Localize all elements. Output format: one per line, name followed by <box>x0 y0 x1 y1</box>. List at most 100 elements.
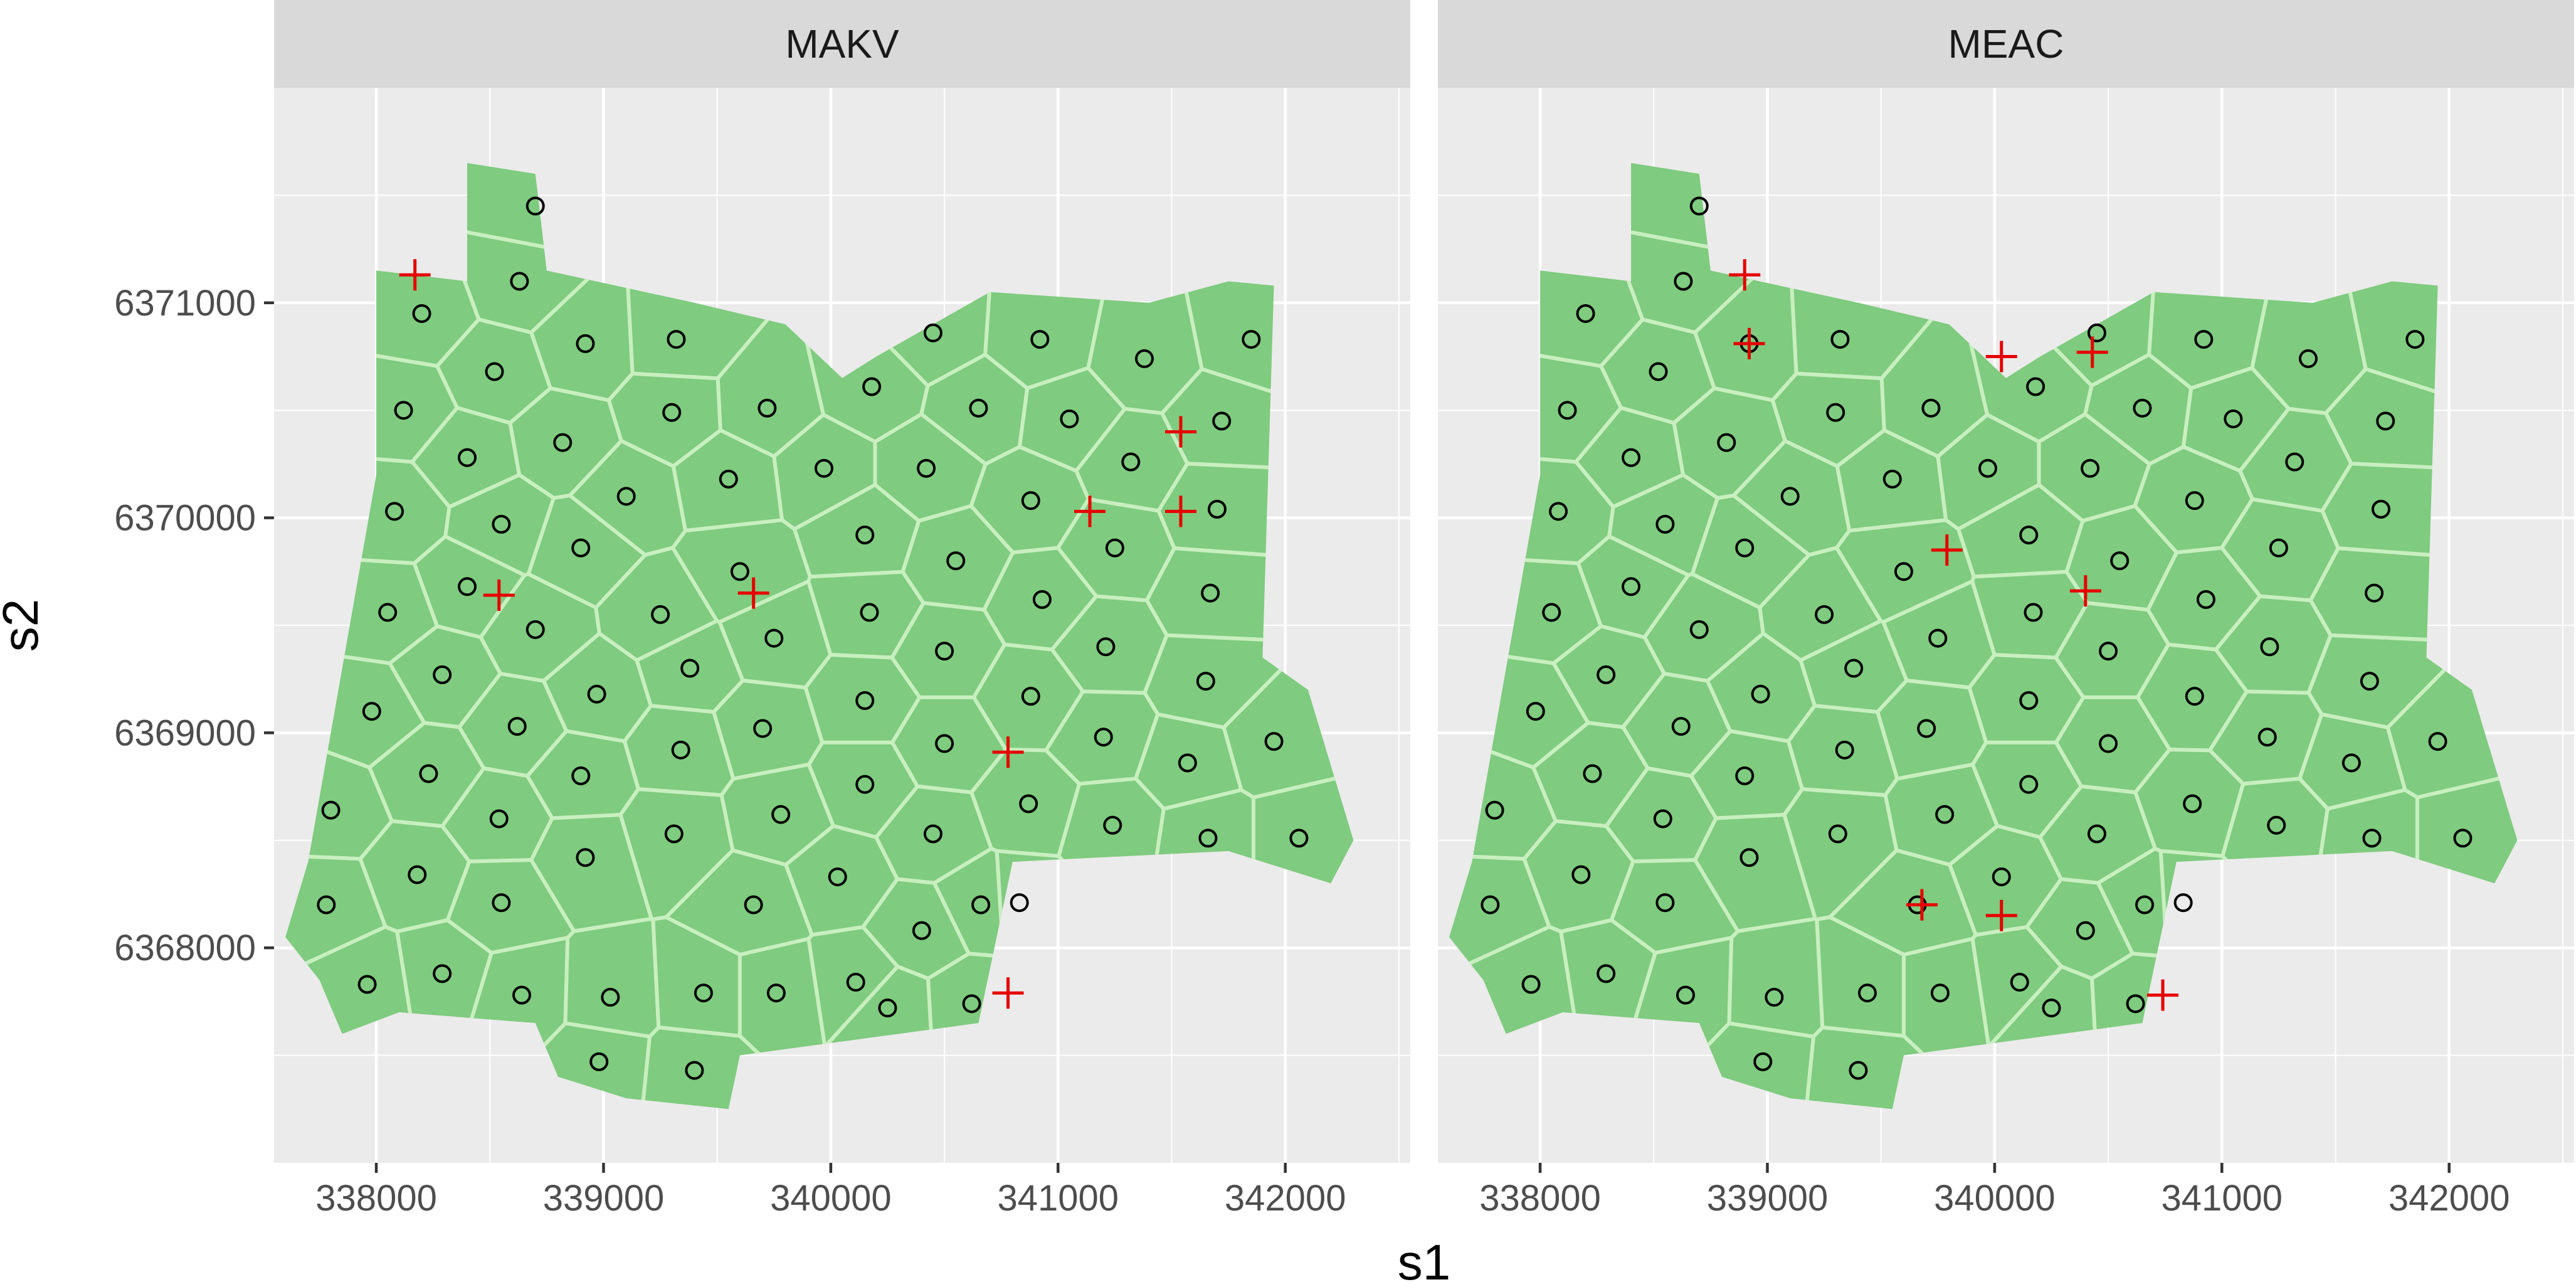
strip-bg-meac <box>1438 0 2574 88</box>
sample-point <box>1882 469 1902 489</box>
sample-point <box>2285 452 2304 472</box>
x-tick-label: 342000 <box>2389 1178 2510 1219</box>
sample-point <box>1134 349 1154 368</box>
selected-point-marker <box>399 259 431 291</box>
sample-point <box>412 304 431 323</box>
sample-point <box>935 642 954 661</box>
selected-point-marker <box>1074 495 1106 527</box>
sample-point <box>485 362 504 381</box>
sample-point <box>1094 728 1113 747</box>
sample-point <box>1780 487 1800 506</box>
sample-point <box>394 401 413 420</box>
selected-point-marker <box>483 580 515 612</box>
sample-point <box>757 398 777 418</box>
sample-point <box>408 865 427 884</box>
selected-point-marker <box>1733 327 1765 359</box>
sample-point <box>587 684 606 704</box>
sample-point <box>694 983 713 1003</box>
sample-point <box>912 921 931 940</box>
sample-point <box>2087 824 2106 844</box>
sample-point <box>1978 458 1998 478</box>
sample-points <box>317 196 1309 1080</box>
selected-point-marker <box>992 736 1024 768</box>
sample-point <box>1207 499 1227 519</box>
voronoi-cell <box>1251 735 1354 1110</box>
sample-point <box>1849 1061 1868 1080</box>
sample-point <box>1597 964 1616 983</box>
sample-point <box>616 487 636 506</box>
sample-point <box>525 620 545 639</box>
sample-point <box>860 603 879 622</box>
y-tick-label: 6368000 <box>114 928 256 968</box>
voronoi-cell <box>1553 1021 1816 1110</box>
y-tick-label: 6371000 <box>114 283 256 324</box>
sample-point <box>2126 994 2145 1014</box>
sample-point <box>855 526 875 545</box>
sample-point <box>317 895 336 914</box>
sample-point <box>1674 272 1693 291</box>
sample-point <box>1689 620 1709 639</box>
sample-point <box>2260 637 2279 657</box>
sample-point <box>507 717 527 736</box>
sample-point <box>1649 362 1668 381</box>
sample-point <box>846 973 865 992</box>
y-tick-label: 6369000 <box>114 712 256 753</box>
x-axis-makv: 338000 339000 340000 341000 342000 <box>315 1163 1346 1219</box>
sample-point <box>923 323 942 342</box>
sample-point <box>1828 824 1847 844</box>
x-tick-label: 338000 <box>315 1178 437 1219</box>
sample-point <box>935 734 954 753</box>
sample-point <box>2099 734 2118 753</box>
selected-point-marker <box>2147 979 2179 1011</box>
sample-point <box>1196 672 1215 691</box>
sample-point <box>753 719 773 738</box>
strip-label-meac: MEAC <box>1948 21 2064 66</box>
voronoi-cell <box>1727 916 1825 1039</box>
sample-point <box>1096 637 1116 657</box>
selected-point-marker <box>2076 336 2108 368</box>
sample-point <box>2341 753 2361 773</box>
voronoi-cell <box>1788 1025 2040 1110</box>
selected-points <box>399 259 1196 1009</box>
sample-point <box>1289 829 1309 848</box>
selected-point-marker <box>1164 495 1196 527</box>
sample-point <box>1521 975 1541 994</box>
sample-point <box>764 628 784 648</box>
sample-point <box>1930 983 1950 1003</box>
sample-point <box>878 998 897 1018</box>
sample-point <box>917 458 936 478</box>
x-tick-label: 342000 <box>1225 1178 1346 1219</box>
voronoi-cell <box>563 916 661 1039</box>
sample-point <box>2185 687 2204 706</box>
sample-point <box>855 691 875 710</box>
panel-makv: MAKV <box>274 0 1410 1163</box>
sample-point <box>419 764 438 783</box>
sample-point <box>744 895 763 914</box>
sample-point <box>433 665 452 684</box>
sample-point <box>1242 330 1261 349</box>
sample-point <box>971 895 991 914</box>
sample-point <box>2024 603 2043 622</box>
sample-point <box>1021 491 1040 511</box>
sample-point <box>1010 893 1029 913</box>
sample-point <box>1622 577 1641 596</box>
sample-point <box>2185 491 2204 511</box>
sample-point <box>589 1052 609 1071</box>
sample-point <box>1198 829 1218 848</box>
sample-point <box>1201 583 1220 603</box>
sample-point <box>1121 452 1141 472</box>
strip-label-makv: MAKV <box>785 21 899 66</box>
sample-point <box>1549 502 1568 521</box>
sample-point <box>2371 499 2390 519</box>
sample-point <box>1928 628 1948 648</box>
sample-point <box>1655 893 1675 913</box>
sample-point <box>1735 538 1755 558</box>
y-axis-title: s2 <box>0 599 48 652</box>
sample-point <box>1655 514 1675 534</box>
sample-point <box>510 272 529 291</box>
sample-point <box>458 448 477 467</box>
sample-point <box>1019 794 1038 813</box>
x-axis-title: s1 <box>1398 1234 1451 1287</box>
sample-point <box>1671 717 1691 736</box>
